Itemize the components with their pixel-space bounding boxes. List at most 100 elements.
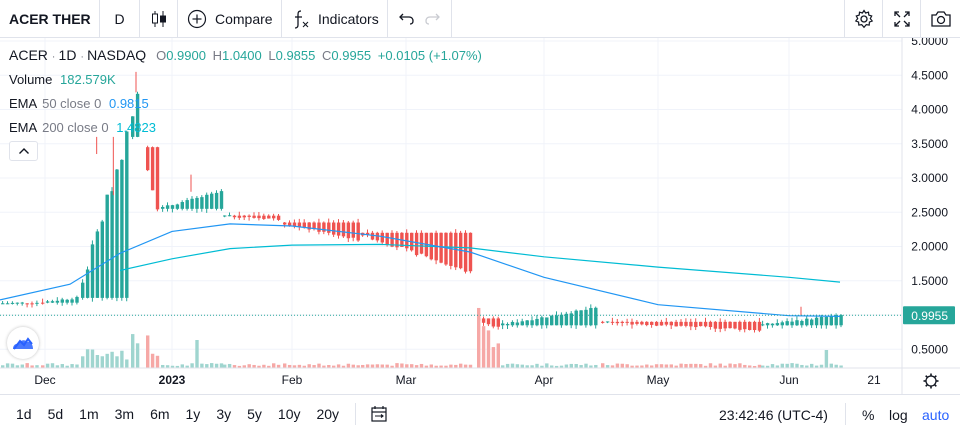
volume-bar xyxy=(55,365,60,368)
volume-bar xyxy=(757,364,762,368)
tradingview-logo[interactable] xyxy=(7,327,39,359)
symbol-search-button[interactable]: ACER THER xyxy=(0,0,100,38)
cloud-logo-icon xyxy=(12,336,34,350)
candle-body xyxy=(795,320,799,326)
collapse-legend-button[interactable] xyxy=(9,141,38,161)
volume-bar xyxy=(332,365,336,368)
log-scale-toggle[interactable]: log xyxy=(889,407,908,423)
range-10y[interactable]: 10y xyxy=(277,406,301,422)
candle-body xyxy=(525,320,529,326)
range-3y[interactable]: 3y xyxy=(216,406,232,422)
candle-body xyxy=(834,315,838,326)
fx-icon xyxy=(292,9,310,29)
volume-bar xyxy=(679,363,683,368)
volume-bar xyxy=(125,359,129,368)
candle-body xyxy=(65,299,69,303)
candle-body xyxy=(640,321,644,325)
range-1m[interactable]: 1m xyxy=(79,406,99,422)
candle-body xyxy=(630,321,634,325)
range-1y[interactable]: 1y xyxy=(185,406,201,422)
volume-bar xyxy=(356,365,360,368)
percent-scale-toggle[interactable]: % xyxy=(862,407,875,423)
range-20y[interactable]: 20y xyxy=(316,406,340,422)
volume-bar xyxy=(550,365,554,368)
candle-body xyxy=(496,318,500,327)
volume-bar xyxy=(41,365,45,368)
volume-bar xyxy=(214,363,219,368)
volume-bar xyxy=(190,363,194,368)
volume-bar xyxy=(95,354,100,368)
range-5y[interactable]: 5y xyxy=(247,406,262,422)
gear-tooth xyxy=(933,383,937,387)
volume-bar xyxy=(100,356,104,368)
candle-body xyxy=(267,215,271,219)
compare-button[interactable]: Compare xyxy=(178,0,282,38)
candle-body xyxy=(25,303,29,305)
volume-bar xyxy=(219,363,224,368)
volume-bar xyxy=(414,365,419,368)
candle-body xyxy=(50,301,55,303)
candle-body xyxy=(601,321,605,323)
volume-bar xyxy=(615,363,620,368)
volume-bar xyxy=(410,364,414,368)
price-tick-label: 2.5000 xyxy=(911,205,948,219)
date-range-button[interactable] xyxy=(370,405,388,423)
price-tick-label: 3.5000 xyxy=(911,137,948,151)
volume-bar xyxy=(297,364,302,368)
auto-scale-toggle[interactable]: auto xyxy=(922,407,950,423)
candle-body xyxy=(491,318,496,327)
legend-symbol: ACER xyxy=(9,47,48,63)
undo-icon[interactable] xyxy=(398,12,415,26)
volume-bar xyxy=(346,363,351,368)
settings-button[interactable] xyxy=(844,0,882,38)
volume-bar xyxy=(752,365,757,368)
candle-body xyxy=(297,222,302,227)
fullscreen-button[interactable] xyxy=(882,0,920,38)
axis-settings-gear-icon[interactable] xyxy=(923,373,939,389)
main-series-legend: ACER · 1D · NASDAQ O0.9900 H1.0400 L0.98… xyxy=(9,47,482,63)
candle-body xyxy=(530,320,534,326)
indicators-button[interactable]: Indicators xyxy=(282,0,388,38)
gear-ring xyxy=(925,375,937,387)
price-tick-label: 5.0000 xyxy=(911,38,948,48)
volume-bar xyxy=(800,364,804,368)
range-5d[interactable]: 5d xyxy=(47,406,64,422)
range-1d[interactable]: 1d xyxy=(16,406,32,422)
candle-body xyxy=(743,321,747,330)
candle-body xyxy=(765,323,770,326)
volume-bar xyxy=(805,365,809,368)
screenshot-button[interactable] xyxy=(920,0,960,38)
volume-bar xyxy=(302,365,306,368)
clock-readout[interactable]: 23:42:46 (UTC-4) xyxy=(719,407,828,423)
candle-body xyxy=(219,191,224,209)
volume-bar xyxy=(210,363,214,368)
calendar-range-icon xyxy=(371,406,387,422)
volume-bar xyxy=(703,365,708,368)
ema50-legend: EMA 50 close 0 0.9815 xyxy=(9,96,149,111)
volume-bar xyxy=(247,364,251,368)
volume-bar xyxy=(161,364,165,368)
chevron-up-icon xyxy=(18,147,30,155)
volume-bar xyxy=(775,365,780,368)
volume-bar xyxy=(75,364,79,368)
volume-bar xyxy=(645,364,649,368)
candle-body xyxy=(718,321,722,329)
chart-type-button[interactable] xyxy=(140,0,178,38)
volume-bar xyxy=(65,365,69,368)
candle-body xyxy=(155,147,160,210)
volume-bar xyxy=(283,363,287,368)
time-tick-label: Dec xyxy=(34,373,55,387)
interval-button[interactable]: D xyxy=(100,0,140,38)
range-6m[interactable]: 6m xyxy=(150,406,170,422)
plus-circle-icon xyxy=(187,9,207,29)
volume-bar xyxy=(449,364,453,368)
redo-icon[interactable] xyxy=(424,12,441,26)
candle-body xyxy=(486,318,491,325)
range-3m[interactable]: 3m xyxy=(114,406,135,422)
undo-redo-group xyxy=(388,0,452,38)
price-chart[interactable]: 0.50001.00001.50002.00002.50003.00003.50… xyxy=(0,38,960,394)
candle-body xyxy=(635,321,639,324)
camera-icon xyxy=(930,10,952,28)
volume-bar xyxy=(317,363,321,368)
volume-bar xyxy=(515,364,520,368)
